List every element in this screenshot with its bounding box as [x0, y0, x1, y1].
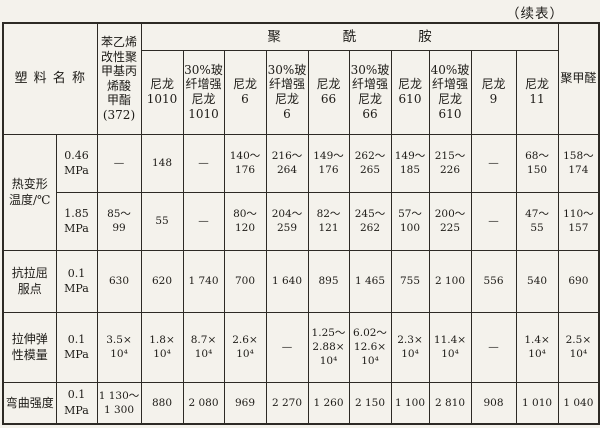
value-cell: 8.7× 10⁴ [182, 311, 225, 383]
value-cell: 908 [470, 381, 517, 425]
value-cell: 2 150 [348, 381, 392, 425]
value-cell: — [470, 311, 517, 383]
col-header-nylon-6-gf30: 30%玻 纤增强 尼龙 6 [265, 49, 309, 135]
value-cell: 2.5× 10⁴ [557, 311, 600, 383]
value-cell: 969 [223, 381, 267, 425]
value-cell: 148 [140, 133, 184, 193]
value-cell: 690 [557, 249, 600, 313]
row-header-tensile-yield-point: 抗拉屈 服点 [2, 249, 57, 313]
value-cell: 1 640 [265, 249, 309, 313]
header-row-nylon-types: 尼龙 1010 30%玻 纤增强 尼龙 1010 尼龙 6 30%玻 纤增强 尼… [3, 49, 599, 135]
value-cell: 68～ 150 [515, 133, 559, 193]
value-cell: 47～ 55 [515, 191, 559, 251]
value-cell: 620 [140, 249, 184, 313]
value-cell: 2.6× 10⁴ [223, 311, 267, 383]
value-cell: 1 010 [515, 381, 559, 425]
header-row-group: 塑 料 名 称 苯乙烯 改性聚 甲基丙 烯酸 甲酯 (372) 聚酰胺 聚甲醛 [2, 22, 600, 135]
data-row-heat-deflection-046: 热变形 温度/℃ 0.46 MPa — 148 — 140～ 176 216～ … [2, 133, 600, 251]
value-cell: 215～ 226 [428, 133, 472, 193]
value-cell: 1 740 [182, 249, 225, 313]
value-cell: 262～ 265 [348, 133, 392, 193]
data-row-flexural-strength: 弯曲强度 0.1 MPa 1 130～ 1 300 880 2 080 969 … [2, 381, 600, 425]
col-header-nylon-610: 尼龙 610 [390, 49, 430, 135]
value-cell: — [96, 133, 142, 193]
col-header-nylon-66-gf30: 30%玻 纤增强 尼龙 66 [348, 49, 392, 135]
col-header-nylon-6: 尼龙 6 [223, 49, 267, 135]
continued-table-label: （续表） [506, 6, 564, 22]
col-group-header-polyamide: 聚酰胺 [140, 22, 559, 51]
col-header-styrene-modified-pmma-372: 苯乙烯 改性聚 甲基丙 烯酸 甲酯 (372) [96, 22, 142, 135]
value-cell: 149～ 185 [390, 133, 430, 193]
value-cell: 216～ 264 [265, 133, 309, 193]
corner-header-plastic-name: 塑 料 名 称 [2, 22, 98, 135]
value-cell: 895 [307, 249, 350, 313]
condition-cell-046mpa: 0.46 MPa [55, 133, 98, 193]
value-cell: 245～ 262 [348, 191, 392, 251]
value-cell: 630 [96, 249, 142, 313]
value-cell: 158～ 174 [557, 133, 600, 193]
value-cell: 880 [140, 381, 184, 425]
value-cell: 2 270 [265, 381, 309, 425]
col-header-nylon-1010-gf30: 30%玻 纤增强 尼龙 1010 [182, 49, 225, 135]
value-cell: 1 260 [307, 381, 350, 425]
condition-cell-01mpa: 0.1 MPa [55, 381, 98, 425]
col-header-nylon-610-gf40: 40%玻 纤增强 尼龙 610 [428, 49, 472, 135]
value-cell: 2 100 [428, 249, 472, 313]
value-cell: 556 [470, 249, 517, 313]
value-cell: 140～ 176 [223, 133, 267, 193]
condition-cell-01mpa: 0.1 MPa [55, 249, 98, 313]
value-cell: 3.5× 10⁴ [96, 311, 142, 383]
value-cell: 1 100 [390, 381, 430, 425]
value-cell: 1 465 [348, 249, 392, 313]
value-cell: 540 [515, 249, 559, 313]
col-header-polyformaldehyde: 聚甲醛 [557, 22, 600, 135]
value-cell: 57～ 100 [390, 191, 430, 251]
col-header-nylon-66: 尼龙 66 [307, 49, 350, 135]
data-row-tensile-yield-point: 抗拉屈 服点 0.1 MPa 630 620 1 740 700 1 640 8… [2, 249, 600, 313]
value-cell: 1.8× 10⁴ [140, 311, 184, 383]
value-cell: 700 [223, 249, 267, 313]
value-cell: 1 040 [557, 381, 600, 425]
condition-cell-01mpa: 0.1 MPa [55, 311, 98, 383]
value-cell: 755 [390, 249, 430, 313]
data-row-tensile-elastic-modulus: 拉伸弹 性模量 0.1 MPa 3.5× 10⁴ 1.8× 10⁴ 8.7× 1… [2, 311, 600, 383]
plastic-properties-table: 塑 料 名 称 苯乙烯 改性聚 甲基丙 烯酸 甲酯 (372) 聚酰胺 聚甲醛 … [2, 22, 600, 425]
value-cell: 1.4× 10⁴ [515, 311, 559, 383]
condition-cell-185mpa: 1.85 MPa [55, 191, 98, 251]
value-cell: — [470, 133, 517, 193]
value-cell: 204～ 259 [265, 191, 309, 251]
value-cell: 55 [140, 191, 184, 251]
value-cell: 85～ 99 [96, 191, 142, 251]
value-cell: 6.02～ 12.6× 10⁴ [348, 311, 392, 383]
row-header-heat-deflection-temp: 热变形 温度/℃ [2, 133, 57, 251]
value-cell: 82～ 121 [307, 191, 350, 251]
value-cell: 2 810 [428, 381, 472, 425]
value-cell: — [182, 191, 225, 251]
col-header-nylon-1010: 尼龙 1010 [140, 49, 184, 135]
value-cell: 2.3× 10⁴ [390, 311, 430, 383]
col-header-nylon-9: 尼龙 9 [470, 49, 517, 135]
value-cell: 80～ 120 [223, 191, 267, 251]
col-header-nylon-11: 尼龙 11 [515, 49, 559, 135]
data-row-heat-deflection-185: 1.85 MPa 85～ 99 55 — 80～ 120 204～ 259 82… [3, 191, 600, 251]
value-cell: 11.4× 10⁴ [428, 311, 472, 383]
value-cell: — [182, 133, 225, 193]
value-cell: 1.25～ 2.88× 10⁴ [307, 311, 350, 383]
value-cell: 2 080 [182, 381, 225, 425]
row-header-flexural-strength: 弯曲强度 [2, 381, 57, 425]
value-cell: 149～ 176 [307, 133, 350, 193]
value-cell: — [470, 191, 517, 251]
value-cell: — [265, 311, 309, 383]
value-cell: 200～ 225 [428, 191, 472, 251]
value-cell: 110～ 157 [557, 191, 600, 251]
row-header-tensile-elastic-modulus: 拉伸弹 性模量 [2, 311, 57, 383]
value-cell: 1 130～ 1 300 [96, 381, 142, 425]
